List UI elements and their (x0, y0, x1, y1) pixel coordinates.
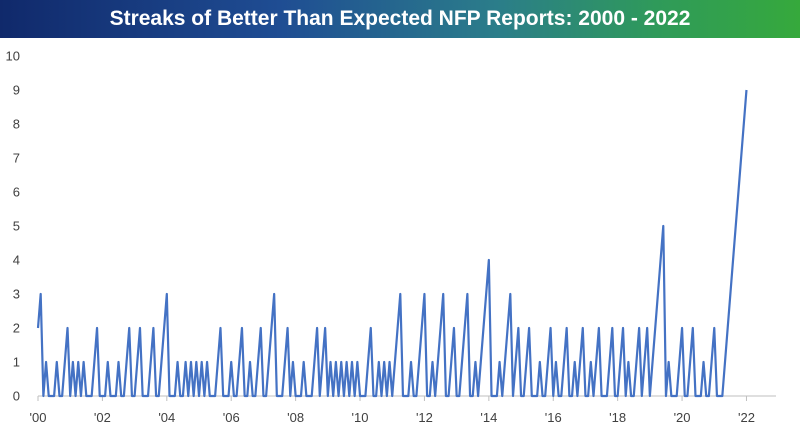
series-line (36, 89, 748, 398)
y-tick-label: 10 (6, 49, 20, 64)
y-tick-label: 3 (13, 287, 20, 302)
y-tick-label: 0 (13, 389, 20, 404)
x-axis-ticks: '00 '02 '04 '06 '08 '10 '12 '14 '16 '18 '20 '22 (30, 396, 755, 425)
x-tick-label: '00 (30, 410, 47, 425)
chart-plot: 0 1 2 3 4 5 6 7 8 9 10 '00 '02 '04 '06 '08 '10 '12 '14 '16… (6, 49, 776, 425)
y-tick-label: 7 (13, 151, 20, 166)
x-tick-label: '08 (287, 410, 304, 425)
x-tick-label: '14 (480, 410, 497, 425)
y-axis-ticks: 0 1 2 3 4 5 6 7 8 9 10 (6, 49, 20, 404)
x-tick-label: '18 (609, 410, 626, 425)
x-tick-label: '06 (223, 410, 240, 425)
y-tick-label: 8 (13, 117, 20, 132)
x-tick-label: '04 (158, 410, 175, 425)
y-tick-label: 6 (13, 185, 20, 200)
y-tick-label: 4 (13, 253, 20, 268)
x-tick-label: '02 (94, 410, 111, 425)
y-tick-label: 1 (13, 355, 20, 370)
x-tick-label: '12 (416, 410, 433, 425)
y-tick-label: 9 (13, 83, 20, 98)
title-bar: Streaks of Better Than Expected NFP Repo… (0, 0, 800, 38)
x-tick-label: '22 (738, 410, 755, 425)
chart-title: Streaks of Better Than Expected NFP Repo… (109, 7, 691, 30)
y-tick-label: 5 (13, 219, 20, 234)
x-tick-label: '20 (674, 410, 691, 425)
y-tick-label: 2 (13, 321, 20, 336)
x-tick-label: '10 (352, 410, 369, 425)
x-tick-label: '16 (545, 410, 562, 425)
